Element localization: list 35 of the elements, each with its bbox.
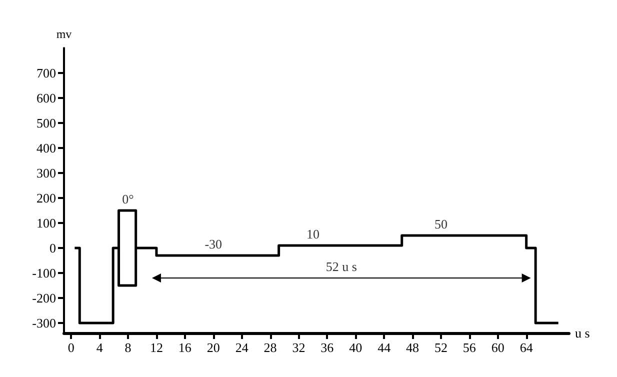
x-tick-label: 44 [378,340,392,355]
x-tick-label: 48 [406,340,420,355]
x-tick-label: 56 [462,340,476,355]
y-tick-label: 100 [36,216,56,230]
y-tick-label: -100 [32,266,56,280]
y-tick-label: 600 [36,90,56,106]
x-tick-label: 12 [150,340,163,355]
y-tick-label: -300 [32,316,56,330]
x-axis-title: u s [575,326,590,340]
x-tick-label: 28 [264,340,277,355]
x-tick-label: 60 [491,340,504,355]
x-tick-label: 52 [434,340,448,355]
x-tick-label: 64 [520,340,534,355]
annotation: -30 [204,236,222,252]
y-tick-label: -200 [32,290,56,306]
x-tick-label: 8 [124,340,132,355]
x-tick-label: 24 [235,340,249,355]
x-tick-label: 40 [349,340,362,355]
y-tick-label: 200 [36,190,56,206]
y-tick-label: 0 [50,240,56,256]
annotation: 0° [122,192,134,206]
annotation: 52 u s [326,259,357,274]
x-tick-label: 20 [206,340,220,355]
annotation: 10 [306,226,320,242]
x-tick-label: 36 [320,340,334,355]
x-tick-label: 16 [178,340,192,355]
y-axis-title: mv [56,27,72,41]
x-tick-label: 4 [96,340,104,355]
y-tick-label: 300 [36,166,56,180]
x-tick-label: 0 [68,340,74,355]
y-tick-label: 700 [36,66,56,80]
x-tick-label: 32 [292,340,306,355]
y-tick-label: 400 [36,140,56,156]
y-tick-label: 500 [36,116,56,130]
annotation: 50 [434,216,448,232]
